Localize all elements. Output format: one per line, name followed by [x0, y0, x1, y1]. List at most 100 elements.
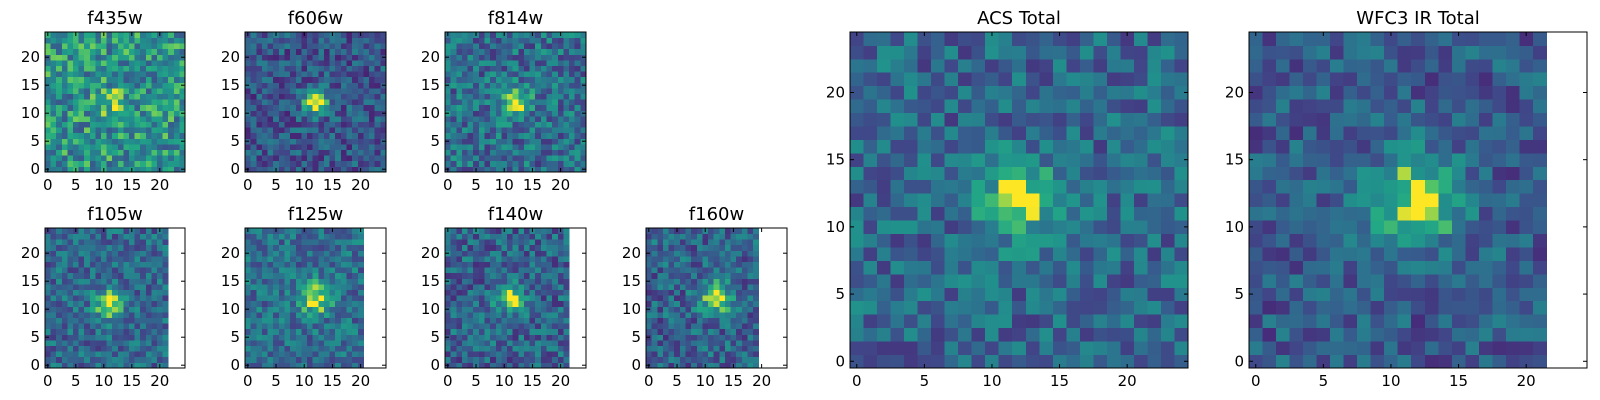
heatmap-cell: [713, 228, 720, 234]
heatmap-cell: [944, 32, 959, 46]
heatmap-cell: [129, 334, 135, 341]
heatmap-cell: [363, 99, 370, 106]
heatmap-cell: [958, 85, 973, 100]
heatmap-cell: [290, 256, 297, 262]
heatmap-cell: [473, 256, 480, 262]
heatmap-cell: [140, 334, 147, 341]
heatmap-cell: [445, 88, 452, 94]
heatmap-cell: [668, 289, 675, 296]
heatmap-cell: [106, 261, 113, 268]
heatmap-cell: [719, 351, 726, 358]
heatmap-cell: [380, 43, 387, 50]
heatmap-cell: [696, 340, 703, 346]
heatmap-cell: [117, 300, 124, 307]
heatmap-cell: [123, 312, 130, 318]
heatmap-cell: [657, 256, 664, 262]
heatmap-cell: [73, 132, 79, 139]
heatmap-cell: [273, 71, 280, 78]
heatmap-cell: [691, 300, 698, 307]
heatmap-cell: [352, 76, 359, 83]
heatmap-cell: [250, 160, 257, 167]
heatmap-cell: [295, 362, 302, 369]
heatmap-cell: [1174, 273, 1189, 288]
heatmap-cell: [352, 116, 359, 122]
heatmap-cell: [651, 328, 658, 335]
heatmap-cell: [284, 345, 291, 352]
heatmap-cells: [245, 32, 387, 173]
heatmap-cell: [719, 272, 726, 279]
heatmap-cell: [106, 110, 113, 117]
heatmap-cell: [78, 306, 85, 313]
heatmap-cell: [971, 32, 986, 46]
heatmap-cell: [1438, 327, 1453, 342]
heatmap-cell: [507, 328, 514, 335]
heatmap-cell: [84, 149, 91, 156]
heatmap-cell: [73, 121, 79, 128]
heatmap-cell: [89, 244, 96, 251]
heatmap-cell: [67, 116, 74, 122]
heatmap-cell: [917, 354, 932, 369]
heatmap-cell: [507, 76, 514, 83]
heatmap-cell: [307, 166, 314, 173]
heatmap-cell: [307, 362, 314, 369]
heatmap-cell: [151, 284, 158, 290]
heatmap-cell: [747, 300, 754, 307]
x-tick-label: 0: [443, 176, 453, 194]
heatmap-cell: [490, 160, 497, 167]
heatmap-cell: [646, 233, 653, 240]
heatmap-cell: [1052, 273, 1067, 288]
heatmap-cell: [56, 284, 63, 290]
heatmap-cell: [318, 76, 325, 83]
heatmap-cell: [352, 43, 359, 50]
heatmap-cell: [140, 306, 147, 313]
heatmap-cell: [168, 160, 175, 167]
heatmap-cell: [95, 104, 102, 111]
heatmap-cell: [501, 99, 508, 106]
heatmap-cell: [552, 317, 559, 324]
heatmap-cell: [1039, 354, 1054, 369]
heatmap-cell: [478, 54, 485, 61]
heatmap-cell: [501, 149, 508, 156]
heatmap-cell: [112, 76, 119, 83]
heatmap-cell: [363, 110, 370, 117]
heatmap-cell: [557, 104, 564, 111]
heatmap-cell: [478, 82, 485, 89]
heatmap-cell: [557, 312, 564, 318]
heatmap-cell: [512, 340, 519, 346]
heatmap-cell: [329, 306, 336, 313]
heatmap-cell: [273, 289, 280, 296]
heatmap-cell: [67, 278, 74, 285]
heatmap-cell: [151, 99, 158, 106]
heatmap-cell: [250, 104, 257, 111]
heatmap-cell: [467, 160, 474, 167]
heatmap-cell: [162, 356, 169, 363]
heatmap-cell: [357, 278, 364, 285]
heatmap-cell: [512, 334, 519, 341]
heatmap-cell: [340, 166, 347, 173]
heatmap-cells: [1249, 32, 1547, 369]
heatmap-cell: [173, 104, 180, 111]
heatmap-cell: [123, 261, 130, 268]
heatmap-cell: [1025, 85, 1040, 100]
heatmap-cell: [546, 306, 553, 313]
heatmap-cell: [1451, 354, 1466, 369]
heatmap-cell: [931, 314, 946, 329]
heatmap-cell: [467, 317, 474, 324]
heatmap-cell: [67, 244, 74, 251]
heatmap-cell: [753, 244, 760, 251]
heatmap-cell: [651, 261, 658, 268]
heatmap-cell: [151, 65, 158, 72]
heatmap-cell: [490, 132, 497, 139]
heatmap-cell: [340, 244, 347, 251]
heatmap-cell: [1106, 85, 1121, 100]
heatmap-cell: [162, 323, 169, 330]
heatmap-cell: [1039, 139, 1054, 154]
heatmap-cell: [529, 340, 536, 346]
heatmap-cell: [45, 65, 51, 72]
heatmap-cell: [685, 233, 692, 240]
heatmap-cell: [89, 345, 96, 352]
heatmap-cell: [456, 300, 463, 307]
heatmap-cell: [546, 256, 553, 262]
heatmap-cell: [931, 85, 946, 100]
heatmap-cell: [101, 284, 107, 290]
